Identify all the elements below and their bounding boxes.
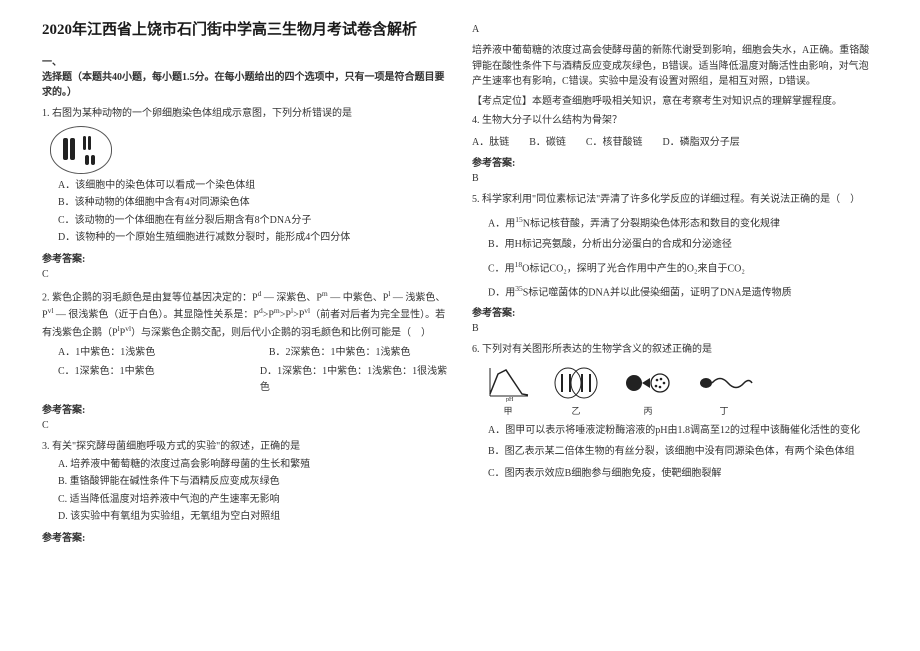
q1-opt-b: B．该种动物的体细胞中含有4对同源染色体	[58, 195, 448, 211]
q6-opt-a: A．图甲可以表示将唾液淀粉酶溶液的pH由1.8调高至12的过程中该酶催化活性的变…	[488, 423, 878, 439]
q6-label-bing: 丙	[643, 406, 652, 416]
q6-stem: 6. 下列对有关图形所表达的生物学含义的叙述正确的是	[472, 342, 878, 358]
q2-opt-a: A．1中紫色：1浅紫色	[58, 345, 253, 361]
q3-answer-label: 参考答案:	[42, 529, 448, 544]
sperm-icon	[694, 364, 754, 402]
q2-stem-g: ）与深紫色企鹅交配，则后代小企鹅的羽毛颜色和比例可能是（ ）	[131, 327, 431, 338]
q3-opt-a: A. 培养液中葡萄糖的浓度过高会影响酵母菌的生长和繁殖	[58, 457, 448, 473]
q5-c-mid: O标记CO₂，探明了光合作用中产生的O₂来自于CO₂	[522, 263, 745, 274]
q1-answer-label: 参考答案:	[42, 250, 448, 265]
q4-answer: B	[472, 171, 878, 186]
q1-cell-diagram	[50, 126, 112, 174]
q6-figure-row: pH 甲 乙	[484, 364, 878, 417]
q2-stem-a: 2. 紫色企鹅的羽毛颜色是由复等位基因决定的：	[42, 292, 252, 303]
q3-answer: A	[472, 22, 878, 37]
instructions: 选择题（本题共40小题，每小题1.5分。在每小题给出的四个选项中，只有一项是符合…	[42, 70, 448, 100]
q3-opt-c: C. 适当降低温度对培养液中气泡的产生速率无影响	[58, 492, 448, 508]
q2-opt-d: D．1深紫色：1中紫色：1浅紫色：1很浅紫色	[260, 364, 448, 395]
q5-opt-d: D．用35S标记噬菌体的DNA并以此侵染细菌，证明了DNA是遗传物质	[488, 283, 878, 301]
left-column: 2020年江西省上饶市石门街中学高三生物月考试卷含解析 一、 选择题（本题共40…	[30, 20, 460, 631]
q2-stem: 2. 紫色企鹅的羽毛颜色是由复等位基因决定的：Pd — 深紫色、Pm — 中紫色…	[42, 288, 448, 341]
q2-answer-label: 参考答案:	[42, 401, 448, 416]
q6-fig-bing: 丙	[620, 364, 676, 417]
q6-opt-c: C．图丙表示效应B细胞参与细胞免疫，使靶细胞裂解	[488, 466, 878, 482]
q5-opt-c: C．用18O标记CO₂，探明了光合作用中产生的O₂来自于CO₂	[488, 259, 878, 277]
q3-opt-d: D. 该实验中有氧组为实验组，无氧组为空白对照组	[58, 509, 448, 525]
q5-d-post: S标记噬菌体的DNA并以此侵染细菌，证明了DNA是遗传物质	[523, 287, 792, 298]
q6-fig-yi: 乙	[550, 364, 602, 417]
q2-stem-e: — 很浅紫色（近于白色）。其显隐性关系是：	[53, 310, 253, 321]
q5-c-pre: C．用	[488, 263, 515, 274]
q5-a-pre: A．用	[488, 218, 515, 229]
q1-opt-d: D．该物种的一个原始生殖细胞进行减数分裂时，能形成4个四分体	[58, 230, 448, 246]
q6-fig-jia: pH 甲	[484, 364, 532, 417]
q3-opt-b: B. 重铬酸钾能在碱性条件下与酒精反应变成灰绿色	[58, 474, 448, 490]
q2-answer: C	[42, 418, 448, 433]
cell-division-icon	[550, 364, 602, 402]
q2-opt-b: B．2深紫色：1中紫色：1浅紫色	[269, 345, 411, 361]
q5-opt-b: B．用H标记亮氨酸，分析出分泌蛋白的合成和分泌途径	[488, 237, 878, 253]
q3-explain: 培养液中葡萄糖的浓度过高会使酵母菌的新陈代谢受到影响，细胞会失水，A正确。重铬酸…	[472, 43, 878, 90]
q6-opt-b: B．图乙表示某二倍体生物的有丝分裂，该细胞中没有同源染色体，有两个染色体组	[488, 444, 878, 460]
q3-kaodian: 【考点定位】本题考查细胞呼吸相关知识，意在考察考生对知识点的理解掌握程度。	[472, 94, 878, 110]
q6-label-jia: 甲	[503, 406, 512, 416]
right-column: A 培养液中葡萄糖的浓度过高会使酵母菌的新陈代谢受到影响，细胞会失水，A正确。重…	[460, 20, 890, 631]
q1-opt-a: A．该细胞中的染色体可以看成一个染色体组	[58, 178, 448, 194]
page-root: 2020年江西省上饶市石门街中学高三生物月考试卷含解析 一、 选择题（本题共40…	[0, 0, 920, 651]
q5-answer-label: 参考答案:	[472, 304, 878, 319]
section-label: 一、	[42, 53, 448, 68]
curve-icon: pH	[484, 364, 532, 402]
q5-opt-a: A．用15N标记核苷酸，弄清了分裂期染色体形态和数目的变化规律	[488, 214, 878, 232]
q4-answer-label: 参考答案:	[472, 154, 878, 169]
q2-stem-b: — 深紫色、	[261, 292, 316, 303]
immune-icon	[620, 364, 676, 402]
q2-stem-d: — 浅紫色、	[390, 292, 445, 303]
q5-a-post: N标记核苷酸，弄清了分裂期染色体形态和数目的变化规律	[523, 218, 780, 229]
q4-stem: 4. 生物大分子以什么结构为骨架？	[472, 113, 878, 129]
q6-label-yi: 乙	[571, 406, 580, 416]
svg-text:pH: pH	[506, 397, 514, 402]
q2-opt-c: C．1深紫色：1中紫色	[58, 364, 244, 395]
q4-opts: A．肽链 B．碳链 C．核苷酸链 D．磷脂双分子层	[472, 135, 878, 151]
q3-stem: 3. 有关"探究酵母菌细胞呼吸方式的实验"的叙述，正确的是	[42, 439, 448, 455]
q1-answer: C	[42, 267, 448, 282]
q2-stem-c: — 中紫色、	[328, 292, 383, 303]
q5-stem: 5. 科学家利用"同位素标记法"弄清了许多化学反应的详细过程。有关说法正确的是（…	[472, 192, 878, 208]
q6-label-ding: 丁	[719, 406, 728, 416]
q5-d-pre: D．用	[488, 287, 515, 298]
q6-fig-ding: 丁	[694, 364, 754, 417]
q5-answer: B	[472, 321, 878, 336]
exam-title: 2020年江西省上饶市石门街中学高三生物月考试卷含解析	[42, 20, 448, 41]
q1-opt-c: C．该动物的一个体细胞在有丝分裂后期含有8个DNA分子	[58, 213, 448, 229]
q1-stem: 1. 右图为某种动物的一个卵细胞染色体组成示意图，下列分析错误的是	[42, 106, 448, 122]
